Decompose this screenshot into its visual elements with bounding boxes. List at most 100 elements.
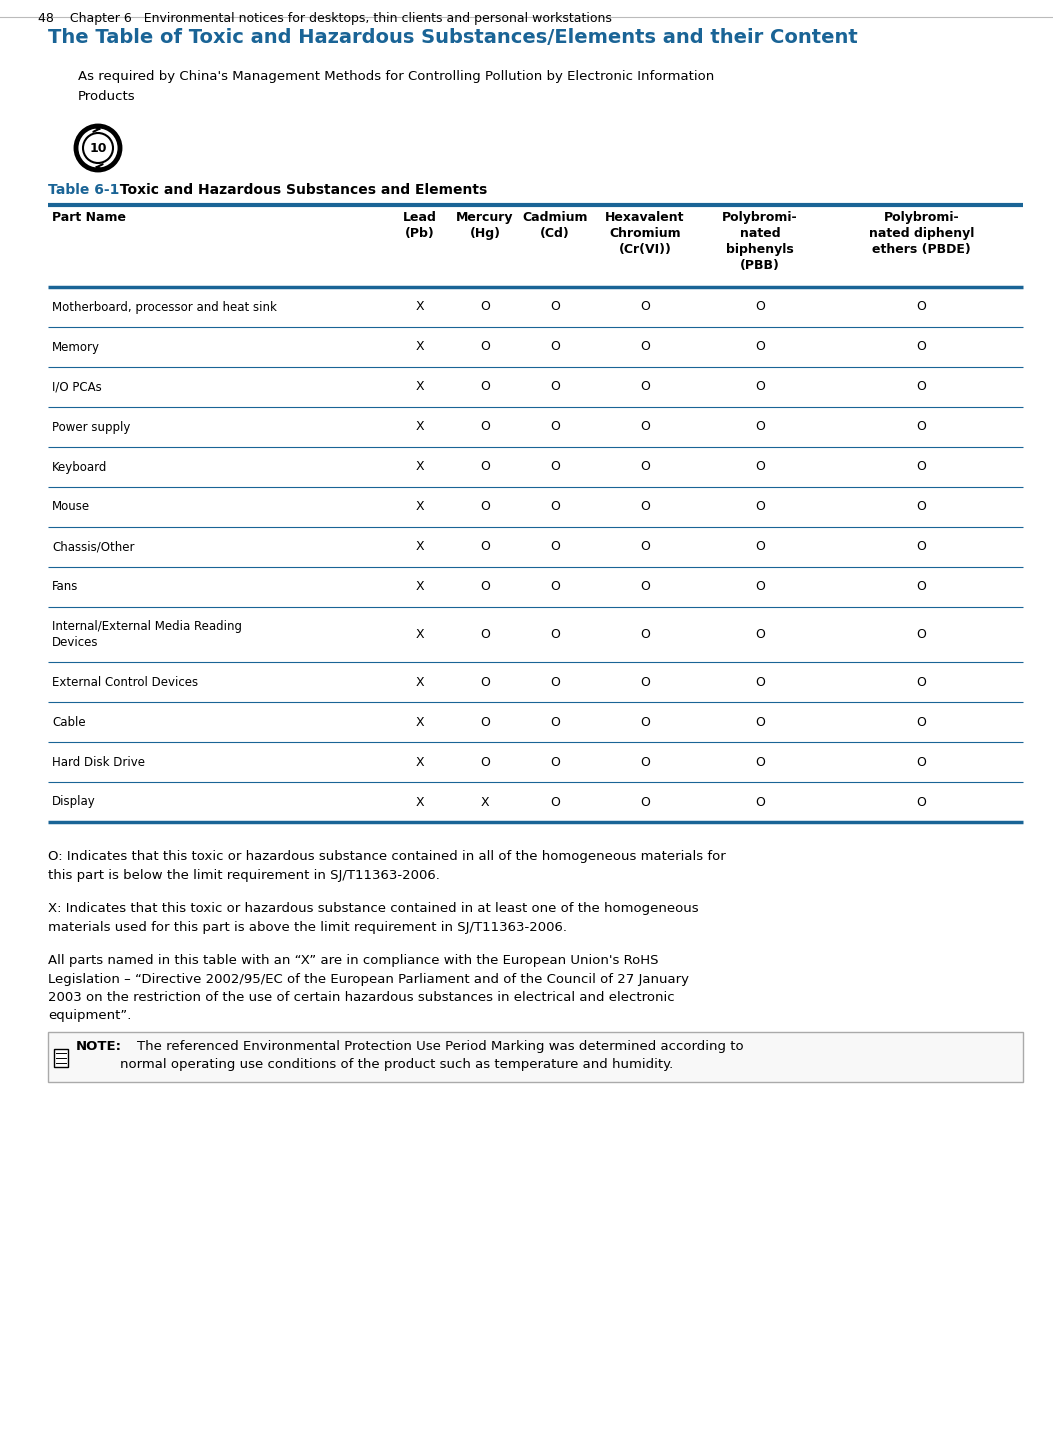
Text: O: O: [640, 795, 650, 808]
Text: Cadmium
(Cd): Cadmium (Cd): [522, 211, 588, 240]
Text: O: O: [550, 795, 560, 808]
Text: Polybromi-
nated diphenyl
ethers (PBDE): Polybromi- nated diphenyl ethers (PBDE): [869, 211, 974, 256]
Text: O: O: [550, 675, 560, 688]
Text: O: O: [640, 380, 650, 393]
Text: Table 6-1: Table 6-1: [48, 184, 119, 197]
Text: X: X: [416, 421, 424, 434]
Text: O: O: [550, 628, 560, 641]
Text: O: O: [755, 628, 764, 641]
Text: X: X: [416, 301, 424, 314]
Text: X: X: [416, 795, 424, 808]
Text: X: X: [416, 500, 424, 513]
Text: Part Name: Part Name: [52, 211, 126, 224]
Text: Mouse: Mouse: [52, 500, 91, 513]
Text: O: O: [480, 421, 490, 434]
Text: NOTE:: NOTE:: [76, 1040, 122, 1053]
Text: O: O: [755, 795, 764, 808]
Text: O: O: [550, 340, 560, 353]
Text: The referenced Environmental Protection Use Period Marking was determined accord: The referenced Environmental Protection …: [120, 1040, 743, 1071]
Text: O: O: [480, 675, 490, 688]
Circle shape: [83, 133, 113, 163]
Text: O: O: [916, 301, 927, 314]
Text: O: O: [640, 301, 650, 314]
Text: Polybromi-
nated
biphenyls
(PBB): Polybromi- nated biphenyls (PBB): [722, 211, 798, 272]
Text: O: O: [755, 580, 764, 593]
Text: Memory: Memory: [52, 340, 100, 353]
Text: O: O: [480, 340, 490, 353]
Text: 10: 10: [90, 142, 106, 155]
Text: Products: Products: [78, 90, 136, 103]
Text: X: X: [416, 675, 424, 688]
Text: O: O: [550, 421, 560, 434]
Text: O: O: [916, 500, 927, 513]
Text: The Table of Toxic and Hazardous Substances/Elements and their Content: The Table of Toxic and Hazardous Substan…: [48, 27, 858, 48]
Text: X: X: [416, 340, 424, 353]
Text: O: O: [916, 340, 927, 353]
Text: O: O: [550, 460, 560, 473]
Text: O: O: [916, 628, 927, 641]
Text: Display: Display: [52, 795, 96, 808]
Text: O: O: [755, 301, 764, 314]
Text: O: O: [480, 380, 490, 393]
Text: O: O: [755, 500, 764, 513]
Text: Mercury
(Hg): Mercury (Hg): [456, 211, 514, 240]
Text: O: O: [480, 580, 490, 593]
Text: All parts named in this table with an “X” are in compliance with the European Un: All parts named in this table with an “X…: [48, 954, 689, 1022]
Text: O: O: [640, 460, 650, 473]
Text: Internal/External Media Reading
Devices: Internal/External Media Reading Devices: [52, 620, 242, 649]
Text: Hard Disk Drive: Hard Disk Drive: [52, 755, 145, 768]
FancyBboxPatch shape: [54, 1048, 68, 1067]
Text: O: O: [480, 301, 490, 314]
Text: O: O: [755, 675, 764, 688]
Text: Fans: Fans: [52, 580, 78, 593]
Text: O: O: [640, 716, 650, 729]
Text: O: O: [550, 301, 560, 314]
Text: Keyboard: Keyboard: [52, 460, 107, 473]
Text: O: O: [550, 716, 560, 729]
Text: X: X: [416, 716, 424, 729]
Text: X: X: [416, 628, 424, 641]
Text: O: O: [916, 460, 927, 473]
Text: Chassis/Other: Chassis/Other: [52, 541, 135, 554]
Text: O: O: [640, 580, 650, 593]
Text: O: O: [640, 675, 650, 688]
Text: Motherboard, processor and heat sink: Motherboard, processor and heat sink: [52, 301, 277, 314]
Text: O: O: [480, 716, 490, 729]
Text: O: O: [550, 541, 560, 554]
Text: X: X: [416, 460, 424, 473]
Text: Cable: Cable: [52, 716, 85, 729]
Text: As required by China's Management Methods for Controlling Pollution by Electroni: As required by China's Management Method…: [78, 69, 714, 82]
Text: O: O: [550, 380, 560, 393]
Text: Power supply: Power supply: [52, 421, 131, 434]
Text: O: O: [755, 340, 764, 353]
Text: X: X: [416, 580, 424, 593]
Text: O: O: [916, 580, 927, 593]
Text: O: O: [916, 795, 927, 808]
Text: O: O: [755, 716, 764, 729]
Text: O: O: [550, 580, 560, 593]
Text: O: O: [480, 460, 490, 473]
Text: O: O: [640, 541, 650, 554]
Text: External Control Devices: External Control Devices: [52, 675, 198, 688]
Text: X: X: [416, 755, 424, 768]
Text: Lead
(Pb): Lead (Pb): [403, 211, 437, 240]
Text: Toxic and Hazardous Substances and Elements: Toxic and Hazardous Substances and Eleme…: [110, 184, 488, 197]
Text: O: O: [916, 421, 927, 434]
Text: O: O: [916, 675, 927, 688]
Text: O: O: [755, 421, 764, 434]
Text: O: O: [480, 541, 490, 554]
Text: X: X: [416, 541, 424, 554]
Text: O: O: [640, 340, 650, 353]
Text: X: Indicates that this toxic or hazardous substance contained in at least one of: X: Indicates that this toxic or hazardou…: [48, 902, 698, 934]
FancyBboxPatch shape: [48, 1032, 1024, 1082]
Text: Hexavalent
Chromium
(Cr(VI)): Hexavalent Chromium (Cr(VI)): [605, 211, 684, 256]
Text: O: O: [480, 500, 490, 513]
Text: O: O: [755, 541, 764, 554]
Text: O: O: [640, 500, 650, 513]
Text: X: X: [480, 795, 490, 808]
Text: O: O: [480, 628, 490, 641]
Text: O: Indicates that this toxic or hazardous substance contained in all of the homo: O: Indicates that this toxic or hazardou…: [48, 850, 726, 882]
Text: 48    Chapter 6   Environmental notices for desktops, thin clients and personal : 48 Chapter 6 Environmental notices for d…: [38, 12, 612, 25]
Text: O: O: [916, 716, 927, 729]
Text: O: O: [755, 755, 764, 768]
